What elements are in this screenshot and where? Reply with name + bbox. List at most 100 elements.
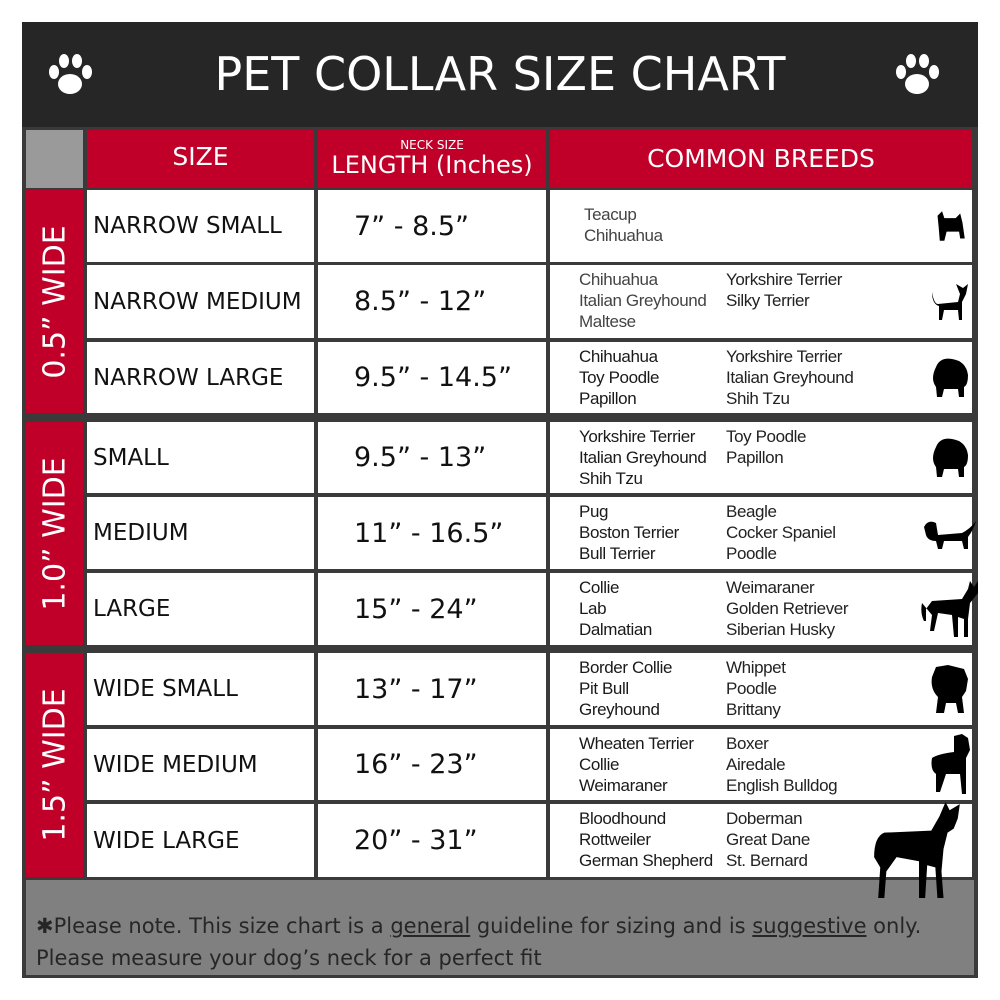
breed-name: Toy Poodle bbox=[579, 368, 660, 387]
breed-name: Yorkshire Terrier bbox=[579, 427, 696, 446]
length-cell: 11” - 16.5” bbox=[318, 497, 546, 569]
breeds-col2: Yorkshire Terrier Italian Greyhound Shih T… bbox=[726, 346, 854, 409]
header-length: NECK SIZE LENGTH (Inches) bbox=[318, 130, 546, 188]
breed-name: Maltese bbox=[579, 312, 636, 331]
breed-name: Poodle bbox=[726, 679, 777, 698]
breed-name: Great Dane bbox=[726, 830, 810, 849]
chihuahua-silhouette-icon bbox=[932, 283, 968, 320]
breed-name: Whippet bbox=[726, 658, 786, 677]
length-cell: 9.5” - 13” bbox=[318, 422, 546, 493]
breed-name: Rottweiler bbox=[579, 830, 651, 849]
breeds-cell: Collie Lab Dalmatian Weimaraner Golden Retri… bbox=[550, 573, 972, 645]
header-size: SIZE bbox=[87, 130, 314, 188]
paw-icon bbox=[896, 54, 939, 94]
breed-name: Toy Poodle bbox=[726, 427, 807, 446]
breeds-col2: Toy Poodle Papillon bbox=[726, 426, 807, 468]
size-cell: WIDE MEDIUM bbox=[87, 729, 314, 800]
pitbull-silhouette-icon bbox=[931, 733, 970, 794]
page-title: PET COLLAR SIZE CHART bbox=[22, 22, 978, 127]
size-cell: WIDE SMALL bbox=[87, 653, 314, 725]
breeds-col1: Teacup Chihuahua bbox=[584, 204, 663, 246]
footer-note: ✱Please note. This size chart is a gener… bbox=[26, 880, 974, 975]
spaniel-silhouette-icon bbox=[924, 521, 976, 549]
footer-text: ✱Please note. This size chart is a bbox=[36, 914, 384, 938]
breeds-col2: Boxer Airedale English Bulldog bbox=[726, 733, 838, 796]
breed-name: Bloodhound bbox=[579, 809, 666, 828]
size-cell: SMALL bbox=[87, 422, 314, 493]
length-cell: 20” - 31” bbox=[318, 804, 546, 877]
breed-name: Beagle bbox=[726, 502, 777, 521]
breed-name: Siberian Husky bbox=[726, 620, 835, 639]
breed-name: Bull Terrier bbox=[579, 544, 656, 563]
footer-text: only. bbox=[866, 914, 922, 938]
breeds-cell: Wheaten Terrier Collie Weimaraner Boxer Aire… bbox=[550, 729, 972, 800]
yorkie-silhouette-icon bbox=[937, 211, 965, 241]
breed-name: Poodle bbox=[726, 544, 777, 563]
breed-name: Greyhound bbox=[579, 700, 660, 719]
breed-name: English Bulldog bbox=[726, 776, 838, 795]
breeds-col2: Whippet Poodle Brittany bbox=[726, 657, 786, 720]
breeds-col2: Doberman Great Dane St. Bernard bbox=[726, 808, 810, 871]
breed-name: Chihuahua bbox=[579, 347, 658, 366]
breeds-col2: Beagle Cocker Spaniel Poodle bbox=[726, 501, 836, 564]
breed-name: Wheaten Terrier bbox=[579, 734, 694, 753]
breed-name: Chihuahua bbox=[584, 226, 663, 245]
breeds-col2: Weimaraner Golden Retriever Siberian Husky bbox=[726, 577, 849, 640]
breeds-cell: Chihuahua Italian Greyhound Maltese Yorkshi… bbox=[550, 265, 972, 338]
size-cell: NARROW LARGE bbox=[87, 342, 314, 413]
length-cell: 9.5” - 14.5” bbox=[318, 342, 546, 413]
breeds-cell: Teacup Chihuahua bbox=[550, 190, 972, 262]
breed-name: Silky Terrier bbox=[726, 291, 810, 310]
breed-name: Weimaraner bbox=[579, 776, 668, 795]
breeds-col1: Chihuahua Toy Poodle Papillon bbox=[579, 346, 660, 409]
breed-name: Yorkshire Terrier bbox=[726, 270, 843, 289]
breeds-col1: Yorkshire Terrier Italian Greyhound Shih T… bbox=[579, 426, 707, 489]
size-cell: WIDE LARGE bbox=[87, 804, 314, 877]
pomeranian-silhouette-icon bbox=[933, 438, 968, 477]
length-cell: 8.5” - 12” bbox=[318, 265, 546, 338]
breeds-col1: Wheaten Terrier Collie Weimaraner bbox=[579, 733, 694, 796]
bulldog-silhouette-icon bbox=[931, 665, 968, 713]
breed-name: Boston Terrier bbox=[579, 523, 679, 542]
breed-name: Papillon bbox=[579, 389, 637, 408]
doberman-silhouette-icon bbox=[874, 802, 960, 898]
footer-underline: general bbox=[390, 914, 471, 938]
breed-name: Chihuahua bbox=[579, 270, 658, 289]
corner-cell bbox=[26, 130, 83, 188]
breed-name: Italian Greyhound bbox=[579, 448, 707, 467]
breed-name: Teacup bbox=[584, 205, 637, 224]
breeds-col1: Border Collie Pit Bull Greyhound bbox=[579, 657, 672, 720]
breed-name: Brittany bbox=[726, 700, 781, 719]
length-cell: 15” - 24” bbox=[318, 573, 546, 645]
length-cell: 7” - 8.5” bbox=[318, 190, 546, 262]
pomeranian-silhouette-icon bbox=[933, 358, 968, 397]
size-cell: NARROW MEDIUM bbox=[87, 265, 314, 338]
breeds-col2: Yorkshire Terrier Silky Terrier bbox=[726, 269, 842, 311]
breed-name: Pit Bull bbox=[579, 679, 629, 698]
breed-name: Cocker Spaniel bbox=[726, 523, 836, 542]
breeds-col1: Pug Boston Terrier Bull Terrier bbox=[579, 501, 679, 564]
width-group-label: 0.5” WIDE bbox=[26, 190, 83, 413]
width-group-label: 1.0” WIDE bbox=[26, 422, 83, 645]
breed-name: Yorkshire Terrier bbox=[726, 347, 843, 366]
breed-name: Shih Tzu bbox=[579, 469, 643, 488]
breed-name: Golden Retriever bbox=[726, 599, 849, 618]
breed-name: Collie bbox=[579, 578, 620, 597]
breeds-col1: Bloodhound Rottweiler German Shepherd bbox=[579, 808, 713, 871]
breed-name: Boxer bbox=[726, 734, 769, 753]
width-label: 1.5” WIDE bbox=[37, 688, 72, 842]
breed-name: Dalmatian bbox=[579, 620, 652, 639]
width-label: 1.0” WIDE bbox=[37, 456, 72, 611]
breed-name: Lab bbox=[579, 599, 607, 618]
size-cell: NARROW SMALL bbox=[87, 190, 314, 262]
size-cell: MEDIUM bbox=[87, 497, 314, 569]
size-cell: LARGE bbox=[87, 573, 314, 645]
breed-name: Collie bbox=[579, 755, 620, 774]
breeds-col1: Chihuahua Italian Greyhound Maltese bbox=[579, 269, 707, 332]
breeds-col1: Collie Lab Dalmatian bbox=[579, 577, 652, 640]
footer-text: guideline for sizing and is bbox=[470, 914, 746, 938]
breeds-cell: Pug Boston Terrier Bull Terrier Beagle Cocke… bbox=[550, 497, 972, 569]
length-cell: 16” - 23” bbox=[318, 729, 546, 800]
paw-icon bbox=[49, 54, 92, 94]
breed-name: Border Collie bbox=[579, 658, 673, 677]
